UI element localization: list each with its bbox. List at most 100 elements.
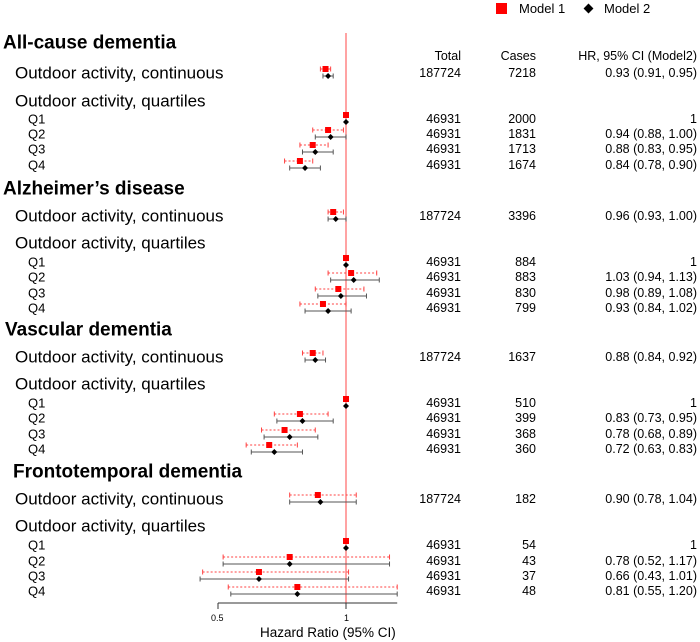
quartile-row-label: Q3 [28, 568, 46, 584]
model1-point [255, 569, 262, 575]
quartile-row-total: 46931 [426, 395, 461, 410]
continuous-row-cases: 1637 [508, 349, 536, 364]
model2-point [299, 418, 306, 424]
model2-legend-label: Model 2 [604, 1, 651, 16]
x-tick-label: 0.5 [211, 613, 224, 623]
quartile-row-total: 46931 [426, 426, 461, 441]
quartile-row-label: Q3 [28, 426, 46, 442]
group-title: Alzheimer’s disease [3, 178, 185, 200]
quartile-row-total: 46931 [426, 157, 461, 172]
quartile-row-label: Q2 [28, 126, 46, 142]
quartile-row-label: Q1 [28, 537, 46, 553]
model2-point [302, 165, 309, 171]
quartile-row-label: Q2 [28, 269, 46, 285]
model1-legend-label: Model 1 [519, 1, 566, 16]
continuous-row-total: 187724 [419, 349, 461, 364]
model1-point [286, 554, 293, 560]
continuous-row-label: Outdoor activity, continuous [15, 63, 224, 83]
model2-point [327, 134, 334, 140]
model2-point [271, 449, 278, 455]
continuous-row-hr: 0.88 (0.84, 0.92) [605, 349, 697, 364]
quartile-row-hr: 0.78 (0.68, 0.89) [605, 426, 697, 441]
group-title: Frontotemporal dementia [13, 461, 243, 483]
model1-point [343, 538, 349, 544]
quartile-row-label: Q4 [28, 300, 46, 316]
group-title: All-cause dementia [3, 32, 177, 54]
quartile-row-label: Q2 [28, 410, 46, 426]
model1-point [335, 286, 342, 292]
quartile-row-cases: 830 [515, 285, 536, 300]
quartile-row-cases: 2000 [508, 111, 536, 126]
quartile-row-cases: 399 [515, 410, 536, 425]
quartile-row-label: Q4 [28, 441, 46, 457]
model1-point [309, 350, 316, 356]
model2-point [294, 591, 301, 597]
model1-point [330, 209, 337, 215]
quartile-row-cases: 48 [522, 583, 536, 598]
model1-point [296, 158, 303, 164]
quartile-row-hr: 0.78 (0.52, 1.17) [605, 553, 697, 568]
continuous-row-hr: 0.90 (0.78, 1.04) [605, 491, 697, 506]
quartile-row-hr: 0.72 (0.63, 0.83) [605, 441, 697, 456]
quartile-row-cases: 510 [515, 395, 536, 410]
quartile-row-total: 46931 [426, 568, 461, 583]
quartile-row-label: Q4 [28, 157, 46, 173]
quartile-row-label: Q3 [28, 285, 46, 301]
model2-point [325, 73, 332, 79]
quartile-row-total: 46931 [426, 141, 461, 156]
column-header-total: Total [434, 48, 461, 63]
model2-point [350, 277, 357, 283]
quartile-row-label: Q4 [28, 583, 46, 599]
model2-point [317, 499, 324, 505]
model2-point [255, 576, 262, 582]
model2-point [343, 545, 349, 551]
quartile-row-cases: 1713 [508, 141, 536, 156]
quartiles-label: Outdoor activity, quartiles [15, 516, 206, 536]
quartile-row-hr: 1 [690, 395, 697, 410]
continuous-row-total: 187724 [419, 491, 461, 506]
quartile-row-total: 46931 [426, 254, 461, 269]
quartile-row-hr: 0.81 (0.55, 1.20) [605, 583, 697, 598]
quartile-row-hr: 0.98 (0.89, 1.08) [605, 285, 697, 300]
model1-point [343, 396, 349, 402]
quartile-row-cases: 1831 [508, 126, 536, 141]
model1-point [322, 66, 329, 72]
quartile-row-total: 46931 [426, 111, 461, 126]
continuous-row-cases: 7218 [508, 65, 536, 80]
quartile-row-cases: 799 [515, 300, 536, 315]
quartile-row-label: Q1 [28, 254, 46, 270]
x-tick-label: 1 [344, 613, 350, 623]
model2-point [286, 434, 293, 440]
model1-point [309, 142, 316, 148]
continuous-row-label: Outdoor activity, continuous [15, 489, 224, 509]
quartile-row-cases: 37 [522, 568, 536, 583]
model1-point [325, 127, 332, 133]
x-axis-label: Hazard Ratio (95% CI) [260, 625, 396, 640]
quartile-row-label: Q2 [28, 553, 46, 569]
model2-point [325, 308, 332, 314]
model1-point [319, 301, 326, 307]
quartile-row-cases: 54 [522, 537, 536, 552]
model2-point [332, 216, 339, 222]
model1-point [348, 270, 355, 276]
continuous-row-hr: 0.96 (0.93, 1.00) [605, 208, 697, 223]
quartile-row-total: 46931 [426, 300, 461, 315]
model1-point [343, 112, 349, 118]
continuous-row-total: 187724 [419, 208, 461, 223]
quartile-row-cases: 43 [522, 553, 536, 568]
quartile-row-hr: 0.84 (0.78, 0.90) [605, 157, 697, 172]
quartile-row-hr: 0.83 (0.73, 0.95) [605, 410, 697, 425]
model1-point [266, 442, 273, 448]
quartile-row-hr: 0.93 (0.84, 1.02) [605, 300, 697, 315]
quartile-row-total: 46931 [426, 410, 461, 425]
continuous-row-total: 187724 [419, 65, 461, 80]
model1-point [296, 411, 303, 417]
model2-point [312, 149, 319, 155]
model1-point [314, 492, 321, 498]
model2-point [343, 262, 349, 268]
quartile-row-hr: 1 [690, 111, 697, 126]
quartile-row-total: 46931 [426, 583, 461, 598]
model2-point [343, 119, 349, 125]
quartiles-label: Outdoor activity, quartiles [15, 233, 206, 253]
